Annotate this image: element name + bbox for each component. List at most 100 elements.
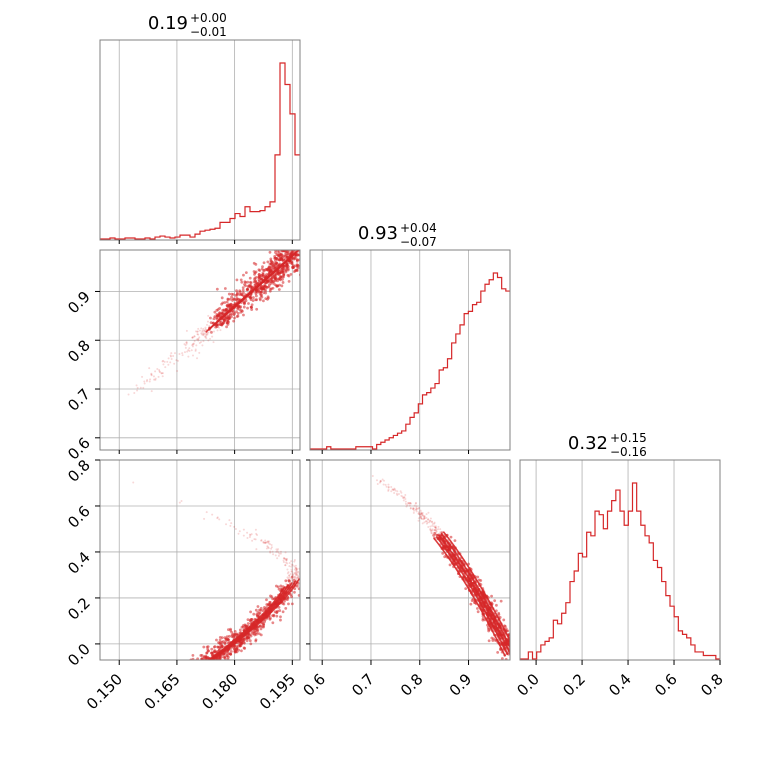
sample-point [290, 570, 293, 573]
sample-point [172, 355, 175, 358]
sample-point [249, 305, 253, 309]
sample-point [400, 491, 403, 494]
sample-point [178, 353, 181, 356]
sample-point [257, 279, 261, 283]
sample-point [194, 662, 197, 665]
sample-point [194, 348, 197, 351]
scatter-p2-p3 [309, 459, 513, 661]
sample-point [161, 375, 164, 378]
sample-point [192, 671, 195, 674]
sample-point [423, 517, 426, 520]
sample-point [276, 585, 280, 589]
sample-point [288, 565, 291, 568]
sample-point [397, 493, 400, 496]
sample-point [274, 246, 277, 249]
sample-point [295, 259, 299, 263]
sample-point [204, 662, 207, 665]
sample-point [269, 268, 273, 272]
sample-point [183, 343, 186, 346]
sample-point [246, 306, 249, 310]
sample-point [204, 335, 207, 338]
sample-point [247, 637, 251, 640]
sample-point [260, 287, 263, 290]
sample-point [242, 637, 246, 641]
sample-point [293, 568, 296, 571]
sample-point [303, 260, 306, 263]
sample-point [240, 309, 244, 312]
sample-point [216, 516, 219, 519]
sample-point [214, 665, 217, 668]
sample-point [278, 258, 282, 262]
sample-point [189, 667, 192, 670]
sample-point [239, 641, 242, 645]
sample-point [415, 506, 418, 509]
sample-point [286, 267, 290, 271]
sample-point [242, 640, 246, 644]
sample-point [279, 587, 283, 591]
sample-point [203, 666, 206, 669]
panel-background [310, 460, 510, 660]
sample-point [434, 528, 437, 531]
panel-background [100, 460, 300, 660]
sample-point [267, 283, 271, 287]
sample-point [439, 531, 442, 534]
sample-point [300, 242, 303, 245]
sample-point [197, 339, 200, 342]
sample-point [198, 336, 201, 339]
sample-point [202, 645, 206, 649]
sample-point [150, 373, 153, 376]
sample-point [201, 329, 204, 332]
sample-point [185, 341, 188, 344]
sample-point [249, 642, 253, 646]
sample-point [204, 666, 207, 669]
sample-point [290, 250, 294, 253]
sample-point [262, 299, 265, 303]
sample-point [281, 271, 285, 274]
sample-point [420, 517, 423, 520]
sample-point [293, 269, 297, 272]
sample-point [297, 587, 300, 591]
sample-point [415, 507, 418, 510]
sample-point [136, 389, 139, 392]
sample-point [293, 576, 296, 579]
sample-point [206, 677, 209, 680]
sample-point [216, 329, 219, 332]
sample-point [253, 271, 257, 275]
sample-point [294, 566, 297, 569]
sample-point [191, 345, 194, 348]
sample-point [260, 539, 263, 542]
sample-point [281, 610, 285, 614]
hist-panel-1: 0.19 +0.00−0.01 [99, 11, 301, 241]
sample-point [423, 515, 426, 518]
sample-point [419, 513, 422, 516]
sample-point [262, 261, 266, 265]
sample-point [260, 267, 264, 271]
sample-point [200, 327, 203, 330]
sample-point [510, 646, 513, 649]
sample-point [211, 651, 215, 655]
x-tick-label: 0.4 [605, 670, 635, 700]
sample-point [243, 302, 246, 306]
sample-point [287, 571, 290, 574]
sample-point [208, 324, 211, 327]
sample-point [193, 665, 196, 668]
sample-point [229, 313, 232, 317]
sample-point [405, 505, 408, 508]
sample-point [282, 246, 285, 249]
sample-point [238, 628, 242, 632]
sample-point [443, 555, 447, 559]
sample-point [202, 663, 205, 666]
sample-point [207, 668, 210, 671]
sample-point [290, 560, 293, 563]
sample-point [200, 661, 203, 664]
sample-point [212, 645, 216, 649]
sample-point [425, 520, 428, 523]
sample-point [291, 579, 294, 582]
sample-point [288, 576, 291, 579]
sample-point [235, 310, 238, 314]
sample-point [209, 671, 212, 674]
sample-point [280, 254, 283, 258]
sample-point [290, 575, 294, 579]
sample-point [449, 535, 453, 539]
sample-point [262, 540, 265, 543]
